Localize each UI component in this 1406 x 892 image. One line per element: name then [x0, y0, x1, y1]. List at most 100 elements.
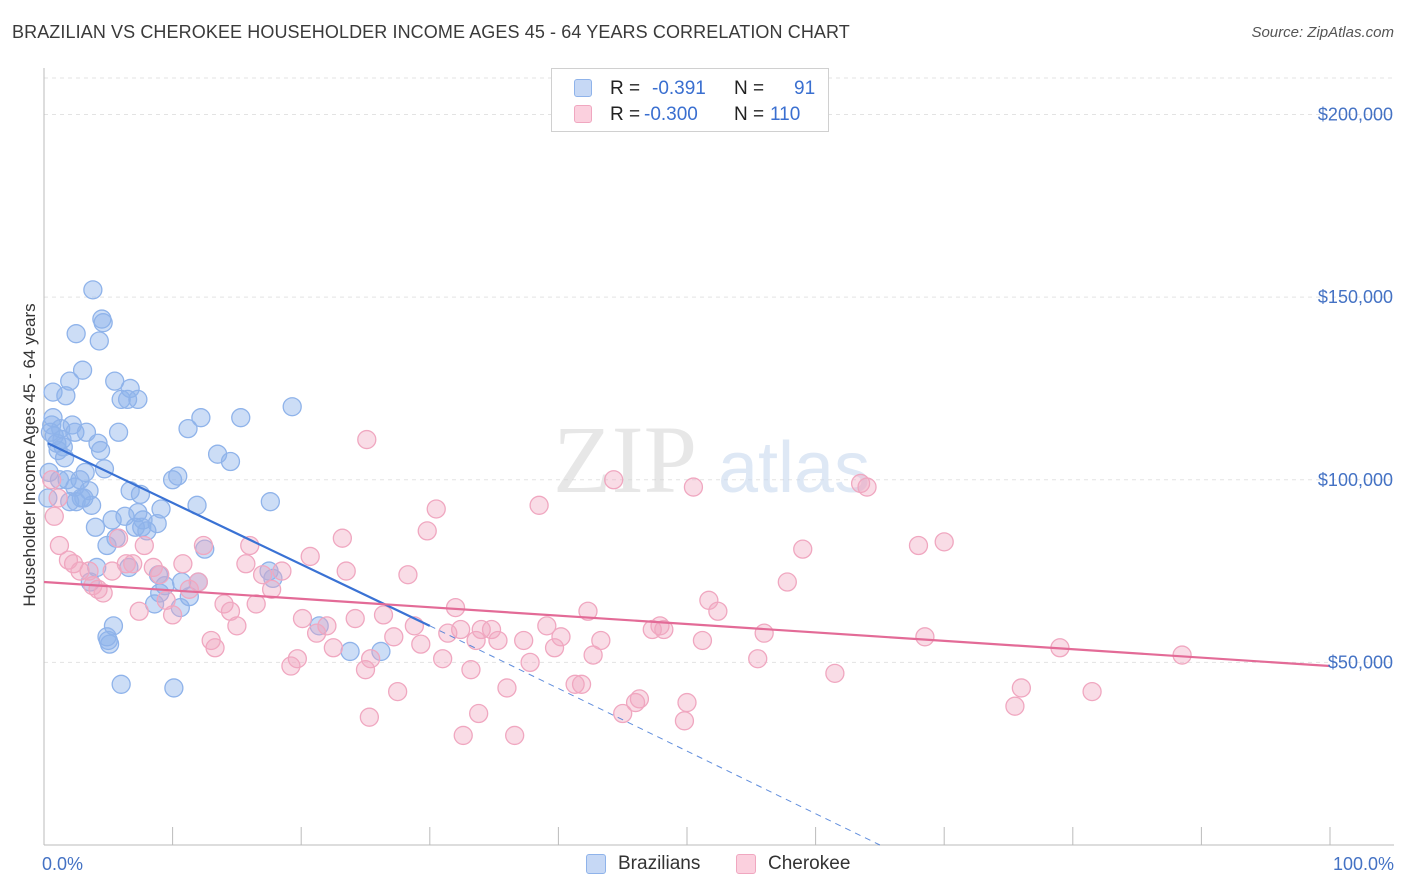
data-point — [79, 561, 99, 581]
trend-line-brazilians — [47, 442, 431, 627]
cherokee-swatch-icon — [574, 105, 592, 123]
data-point — [469, 703, 489, 724]
data-point — [340, 641, 360, 662]
data-point — [173, 554, 193, 574]
series-cherokee-points — [42, 429, 1192, 746]
data-point — [654, 619, 674, 640]
trend-line-cherokee — [43, 580, 1331, 668]
data-point — [97, 627, 117, 647]
data-point — [205, 638, 225, 658]
data-point — [471, 619, 491, 640]
data-point — [188, 572, 208, 592]
data-point — [164, 678, 184, 698]
data-point — [336, 561, 356, 581]
y-axis-label: Householder Income Ages 45 - 64 years — [20, 303, 39, 606]
data-point — [306, 623, 327, 643]
stats-legend: R = -0.391 N = 91 R = -0.300 N = 110 — [551, 68, 829, 132]
data-point — [66, 324, 86, 344]
r-value: -0.391 — [652, 78, 706, 99]
data-point — [565, 674, 585, 694]
data-point — [214, 594, 234, 614]
y-tick-label: $50,000 — [1328, 652, 1393, 672]
data-point — [236, 554, 256, 574]
chart-source: Source: ZipAtlas.com — [1251, 24, 1394, 41]
data-point — [488, 630, 508, 651]
data-point — [71, 488, 91, 508]
data-point — [120, 378, 140, 399]
data-point — [292, 608, 313, 629]
data-point — [453, 725, 473, 746]
data-point — [48, 488, 68, 508]
data-point — [108, 422, 129, 442]
brazilians-swatch-icon — [574, 79, 592, 97]
data-point — [162, 605, 183, 625]
data-point — [591, 630, 611, 651]
data-point — [777, 572, 797, 592]
stats-legend-row-cherokee: R = -0.300 N = 110 — [552, 101, 828, 127]
data-point — [260, 492, 280, 512]
n-value: 91 — [794, 78, 816, 99]
data-point — [915, 627, 935, 647]
data-point — [578, 601, 598, 621]
watermark-atlas: atlas — [718, 428, 870, 508]
data-point — [93, 313, 113, 333]
data-point — [89, 331, 109, 351]
data-point — [825, 663, 845, 683]
n-label: N = — [734, 104, 765, 125]
data-point — [193, 535, 214, 556]
trend-lines — [43, 442, 1331, 846]
data-point — [162, 470, 183, 490]
data-point — [128, 389, 148, 410]
data-point — [282, 397, 302, 417]
data-point — [144, 594, 165, 614]
data-point — [90, 440, 111, 461]
x-tick-labels: 0.0% 100.0% — [42, 854, 1394, 874]
data-point — [1011, 678, 1032, 698]
n-value: 110 — [770, 104, 801, 125]
data-point — [231, 408, 251, 428]
trend-extension-brazilians — [429, 625, 881, 846]
data-point — [309, 616, 329, 636]
data-point — [433, 649, 453, 669]
data-point — [323, 638, 344, 658]
data-point — [147, 513, 167, 534]
data-point — [345, 608, 365, 629]
data-point — [571, 674, 592, 694]
data-point — [629, 689, 650, 709]
watermark-zip: ZIP — [553, 406, 697, 513]
data-point — [116, 554, 136, 574]
data-point — [360, 649, 381, 669]
data-point — [359, 707, 380, 727]
legend-label-cherokee: Cherokee — [768, 853, 851, 874]
n-label: N = — [734, 78, 765, 99]
data-point — [466, 630, 486, 651]
data-point — [103, 616, 124, 636]
data-point — [134, 535, 154, 556]
data-point — [317, 616, 337, 636]
data-point — [604, 470, 624, 490]
data-point — [373, 605, 394, 625]
data-point — [371, 641, 391, 662]
data-point — [60, 492, 80, 512]
stats-legend-row-brazilians: R = -0.391 N = 91 — [552, 75, 828, 101]
series-brazilians-points — [38, 280, 391, 698]
data-point — [44, 506, 64, 526]
data-point — [261, 579, 282, 599]
data-point — [60, 371, 80, 391]
data-point — [683, 477, 704, 497]
data-point — [793, 539, 813, 559]
data-point — [81, 495, 102, 515]
y-tick-label: $200,000 — [1318, 105, 1393, 125]
data-point — [178, 418, 198, 439]
data-point — [93, 583, 113, 603]
data-point — [497, 678, 517, 698]
data-point — [537, 616, 557, 636]
data-point — [128, 502, 148, 523]
data-point — [39, 462, 59, 483]
data-point — [934, 532, 954, 552]
data-point — [227, 616, 247, 636]
axes — [43, 68, 1394, 846]
data-point — [220, 451, 241, 472]
data-point — [85, 517, 106, 537]
watermark: ZIP atlas — [553, 406, 870, 513]
